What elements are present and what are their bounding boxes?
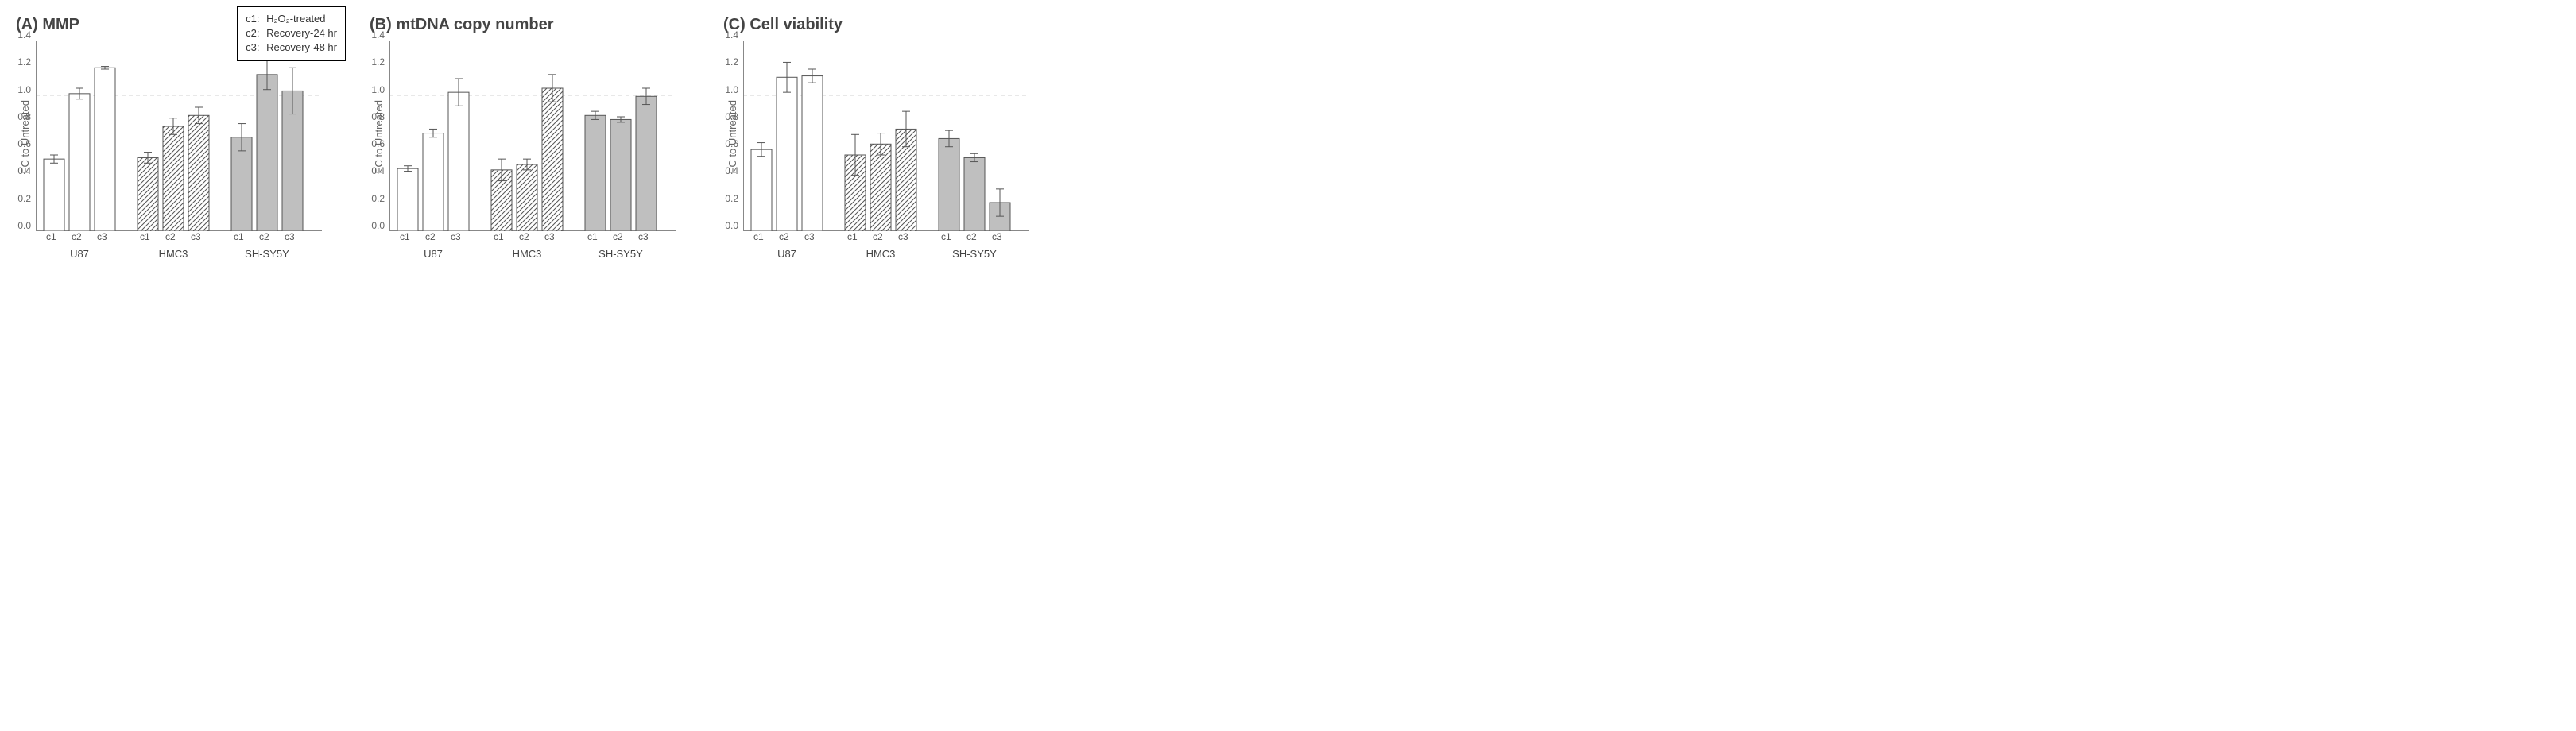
- legend-key: c2:: [246, 26, 266, 41]
- bar-U87-c2: [69, 94, 90, 231]
- bar-HMC3-c3: [188, 115, 209, 231]
- condition-label: c1: [941, 231, 951, 242]
- bar-U87-c3: [802, 76, 823, 231]
- group-labels-row: U87 HMC3 SH-SY5Y: [389, 246, 676, 265]
- bar-SH-SY5Y-c2: [257, 75, 277, 231]
- condition-label: c2: [966, 231, 977, 242]
- condition-label: c3: [544, 231, 555, 242]
- condition-label: c2: [259, 231, 269, 242]
- bar-SH-SY5Y-c2: [610, 119, 631, 231]
- condition-label: c1: [46, 231, 56, 242]
- bar-SH-SY5Y-c1: [939, 138, 959, 231]
- bar-U87-c3: [95, 68, 115, 231]
- chart-box: FC to Untreated1.41.21.00.80.60.40.20.0c…: [370, 41, 676, 265]
- panel-title-C: (C) Cell viability: [723, 16, 1029, 34]
- condition-label: c1: [847, 231, 858, 242]
- condition-labels-row: c1 c2 c3 c1 c2 c3 c1 c2 c3: [743, 231, 1029, 244]
- condition-label: c3: [97, 231, 107, 242]
- condition-label: c1: [494, 231, 504, 242]
- plot-B: [389, 41, 676, 231]
- legend-row: c2:Recovery-24 hr: [246, 26, 337, 41]
- condition-label: c1: [587, 231, 598, 242]
- group-label: HMC3: [845, 248, 916, 260]
- bar-HMC3-c3: [542, 88, 563, 231]
- bar-HMC3-c2: [163, 126, 184, 231]
- condition-label: c2: [519, 231, 529, 242]
- bar-U87-c1: [751, 149, 772, 231]
- condition-label: c3: [191, 231, 201, 242]
- condition-label: c2: [425, 231, 436, 242]
- legend-box: c1:H₂O₂-treatedc2:Recovery-24 hrc3:Recov…: [237, 6, 346, 61]
- chart-box: FC to Untreated1.41.21.00.80.60.40.20.0c…: [723, 41, 1029, 265]
- panel-C: (C) Cell viability FC to Untreated1.41.21…: [723, 16, 1029, 265]
- condition-label: c2: [613, 231, 623, 242]
- condition-label: c1: [753, 231, 764, 242]
- panel-A: (A) MMPFC to Untreated1.41.21.00.80.60.4…: [16, 16, 322, 265]
- bar-HMC3-c1: [138, 157, 158, 231]
- legend-label: Recovery-24 hr: [266, 26, 337, 41]
- condition-label: c3: [638, 231, 649, 242]
- condition-label: c1: [234, 231, 244, 242]
- condition-label: c1: [400, 231, 410, 242]
- condition-label: c2: [165, 231, 176, 242]
- group-label: U87: [44, 248, 115, 260]
- bar-U87-c2: [777, 77, 797, 231]
- group-label: SH-SY5Y: [939, 248, 1010, 260]
- legend-key: c3:: [246, 41, 266, 55]
- legend-label: H₂O₂-treated: [266, 12, 325, 26]
- condition-label: c2: [779, 231, 789, 242]
- plot-C: [743, 41, 1029, 231]
- chart-box: FC to Untreated1.41.21.00.80.60.40.20.0c…: [16, 41, 322, 265]
- group-label: SH-SY5Y: [585, 248, 657, 260]
- panel-B: (B) mtDNA copy number FC to Untreated1.41…: [370, 16, 676, 265]
- group-label: U87: [751, 248, 823, 260]
- figure-row: (A) MMPFC to Untreated1.41.21.00.80.60.4…: [16, 16, 2560, 265]
- condition-label: c3: [804, 231, 815, 242]
- bar-U87-c2: [423, 133, 444, 231]
- condition-label: c3: [992, 231, 1002, 242]
- legend-key: c1:: [246, 12, 266, 26]
- bar-U87-c1: [397, 168, 418, 231]
- legend-row: c3:Recovery-48 hr: [246, 41, 337, 55]
- bar-U87-c1: [44, 159, 64, 231]
- group-label: SH-SY5Y: [231, 248, 303, 260]
- group-label: HMC3: [138, 248, 209, 260]
- bar-HMC3-c2: [517, 164, 537, 231]
- condition-label: c3: [898, 231, 908, 242]
- condition-label: c3: [451, 231, 461, 242]
- plot-A: [36, 41, 322, 231]
- bar-SH-SY5Y-c2: [964, 157, 985, 231]
- legend-row: c1:H₂O₂-treated: [246, 12, 337, 26]
- bar-U87-c3: [448, 92, 469, 231]
- condition-label: c2: [873, 231, 883, 242]
- condition-labels-row: c1 c2 c3 c1 c2 c3 c1 c2 c3: [36, 231, 322, 244]
- group-labels-row: U87 HMC3 SH-SY5Y: [743, 246, 1029, 265]
- panel-title-B: (B) mtDNA copy number: [370, 16, 676, 34]
- bar-SH-SY5Y-c1: [231, 137, 252, 231]
- group-label: HMC3: [491, 248, 563, 260]
- bar-HMC3-c2: [870, 144, 891, 231]
- condition-label: c2: [72, 231, 82, 242]
- condition-label: c1: [140, 231, 150, 242]
- group-labels-row: U87 HMC3 SH-SY5Y: [36, 246, 322, 265]
- bar-SH-SY5Y-c1: [585, 115, 606, 231]
- condition-label: c3: [285, 231, 295, 242]
- bar-SH-SY5Y-c3: [636, 96, 657, 231]
- condition-labels-row: c1 c2 c3 c1 c2 c3 c1 c2 c3: [389, 231, 676, 244]
- group-label: U87: [397, 248, 469, 260]
- legend-label: Recovery-48 hr: [266, 41, 337, 55]
